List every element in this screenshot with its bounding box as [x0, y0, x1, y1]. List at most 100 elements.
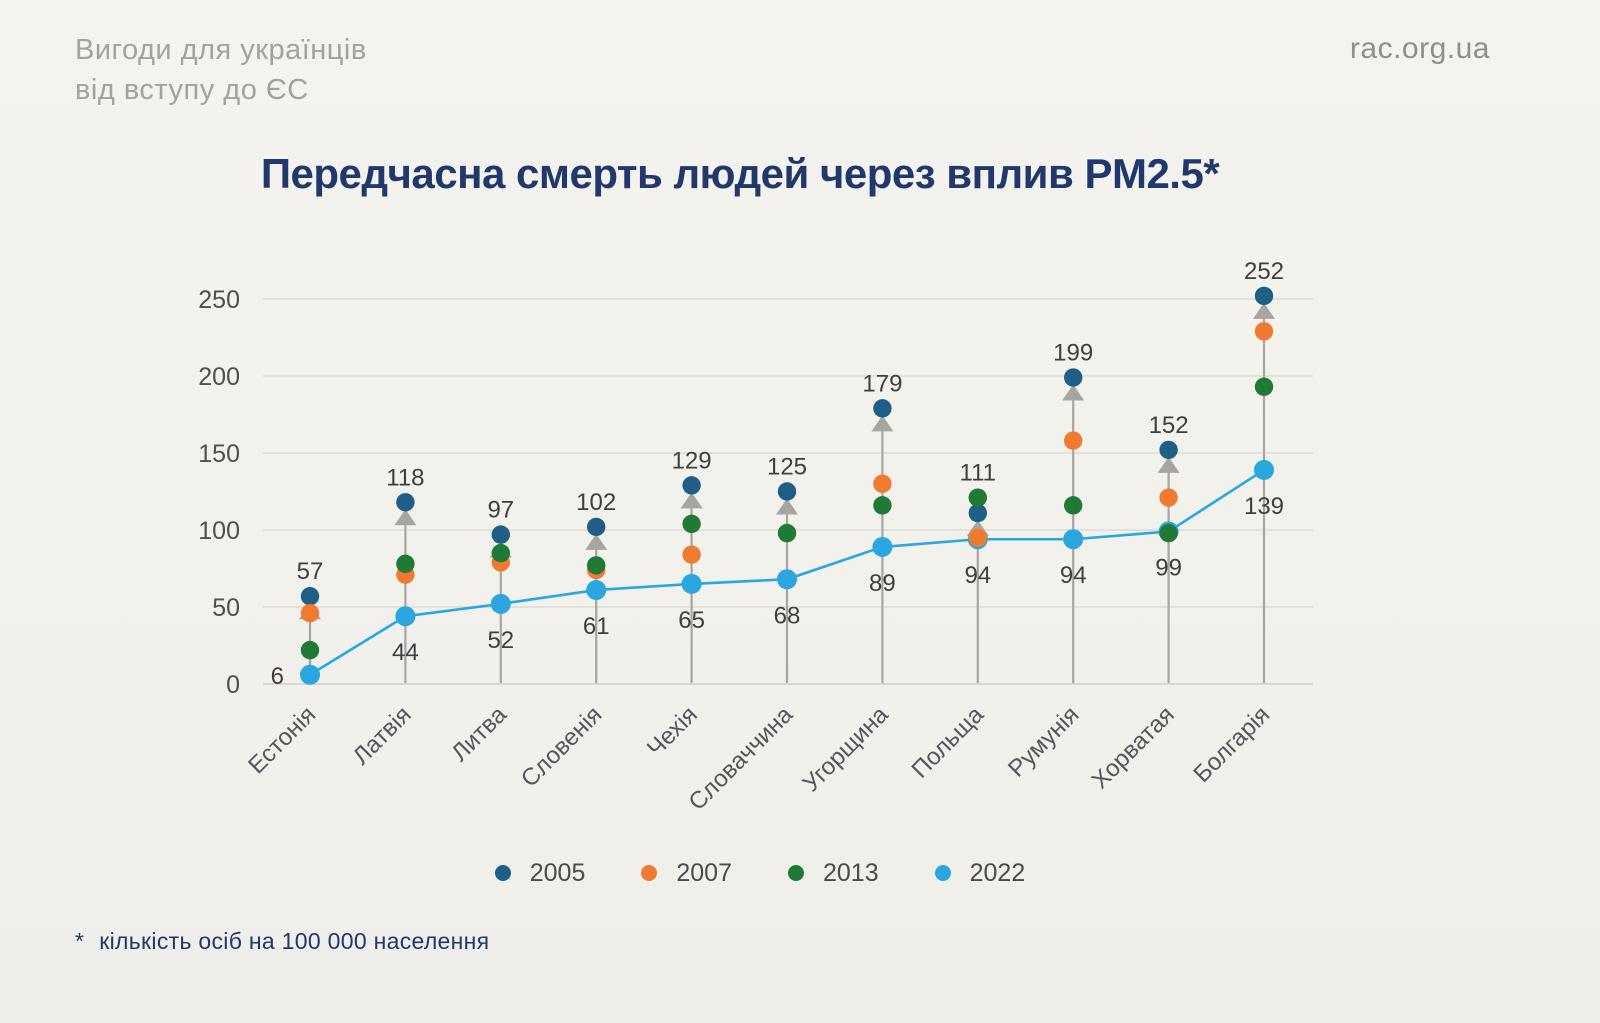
bottom-value-label: 99: [1155, 555, 1182, 582]
category-label: Хорватая: [1087, 701, 1180, 794]
top-value-label: 129: [672, 447, 712, 474]
top-value-label: 252: [1244, 258, 1284, 285]
legend-item-2022: 2022: [934, 858, 1026, 888]
legend-dot-icon: [494, 865, 511, 881]
category-labels: Естонія Латвія Литва Словенія ЧехіяСловаччин…: [243, 701, 1275, 816]
legend-label: 2007: [676, 858, 732, 887]
dot-2007: [300, 603, 320, 623]
dot-2007: [968, 528, 987, 547]
bottom-value-label: 52: [487, 627, 514, 654]
dot-2007: [1064, 431, 1083, 450]
dot-2022: [586, 580, 607, 601]
dot-2007: [1159, 488, 1178, 507]
site-url: rac.org.ua: [1349, 32, 1490, 65]
y-tick-label: 250: [198, 286, 240, 314]
bottom-value-label: 44: [392, 639, 419, 666]
series-2005: [300, 286, 1274, 606]
chart-title: Передчасна смерть людей через вплив PM2.…: [260, 150, 1220, 197]
dot-2005: [1159, 440, 1178, 460]
legend-item-2013: 2013: [788, 859, 879, 888]
dot-2022: [300, 664, 320, 685]
legend-dot-icon: [788, 865, 804, 881]
category-label: Латвія: [348, 701, 417, 770]
bottom-value-label: 6: [271, 663, 284, 690]
dot-2005: [1064, 368, 1083, 387]
bottom-value-label: 94: [964, 562, 991, 589]
dot-2022: [777, 569, 797, 590]
category-label: Словаччина: [683, 701, 798, 816]
value-labels: 57 6 118 44 97 52 102 61 129 65 125 68 179 89 111 94 199…: [271, 258, 1284, 690]
dot-2013: [968, 488, 987, 507]
bottom-value-label: 89: [869, 570, 896, 597]
dot-2013: [1064, 496, 1083, 515]
legend-dot-icon: [641, 865, 658, 881]
dot-2007: [682, 545, 701, 564]
dot-2022: [490, 593, 511, 614]
stem-arrow-icon: [776, 498, 798, 515]
legend-label: 2022: [969, 858, 1026, 887]
bottom-value-label: 65: [678, 607, 705, 634]
dot-2005: [682, 476, 701, 495]
gridlines: 0 50 100 150 200 250: [198, 286, 1313, 699]
dot-2022: [1254, 459, 1274, 480]
y-tick-label: 0: [226, 671, 240, 699]
brand-tagline: Вигоди для українців від вступу до ЄС: [75, 30, 367, 110]
brand-line-1: Вигоди для українців: [75, 34, 367, 66]
top-value-label: 152: [1149, 412, 1189, 439]
dot-2022: [681, 573, 702, 594]
y-tick-label: 200: [198, 363, 240, 391]
bottom-value-label: 68: [774, 602, 801, 629]
footnote-asterisk: *: [75, 928, 85, 954]
top-value-label: 199: [1053, 340, 1093, 367]
dot-2005: [873, 399, 892, 418]
bottom-value-label: 139: [1244, 493, 1284, 520]
y-tick-label: 150: [198, 440, 240, 468]
category-label: Естонія: [243, 701, 321, 779]
dot-2022: [1063, 529, 1084, 550]
dot-2005: [396, 493, 415, 512]
y-tick-label: 50: [212, 594, 240, 622]
chart-legend: 2005 2007 2013 2022: [230, 856, 1290, 890]
legend-label: 2005: [529, 858, 586, 887]
top-value-label: 179: [862, 370, 902, 397]
dot-2007: [1254, 322, 1274, 341]
category-label: Болгарія: [1188, 701, 1275, 788]
legend-item-2005: 2005: [494, 858, 586, 888]
dot-2013: [873, 496, 892, 515]
top-value-label: 102: [576, 489, 616, 516]
dot-2022: [395, 606, 416, 627]
dot-2005: [1254, 286, 1274, 306]
dot-2013: [1254, 377, 1274, 396]
footnote-text: кількість осіб на 100 000 населення: [99, 928, 490, 954]
category-label: Угорщина: [798, 701, 895, 798]
stem-arrow-icon: [1062, 384, 1085, 401]
top-value-label: 97: [487, 497, 514, 524]
top-value-label: 125: [767, 454, 807, 481]
stem-arrow-icon: [680, 492, 703, 509]
footnote: * кількість осіб на 100 000 населення: [75, 928, 489, 955]
dot-2013: [682, 514, 701, 534]
dot-2013: [777, 523, 797, 543]
category-label: Чехія: [642, 701, 703, 762]
top-value-label: 118: [386, 464, 424, 491]
legend-item-2007: 2007: [641, 859, 732, 888]
category-label: Литва: [446, 701, 512, 767]
stem-arrow-icon: [585, 533, 608, 550]
category-label: Польща: [907, 701, 990, 784]
dot-2013: [396, 554, 415, 574]
dot-2022: [872, 536, 893, 557]
category-label: Словенія: [516, 701, 607, 792]
top-value-label: 57: [297, 558, 324, 585]
dot-2005: [587, 517, 606, 537]
dot-2005: [300, 587, 320, 606]
stem-arrow-icon: [1157, 456, 1180, 473]
legend-label: 2013: [823, 858, 879, 887]
dot-2005: [491, 525, 510, 544]
dot-2005: [777, 482, 797, 501]
legend-dot-icon: [934, 865, 951, 881]
category-label: Румунія: [1003, 701, 1084, 782]
dot-2013: [300, 640, 320, 660]
y-tick-label: 100: [198, 517, 240, 545]
dot-2007: [873, 474, 892, 493]
